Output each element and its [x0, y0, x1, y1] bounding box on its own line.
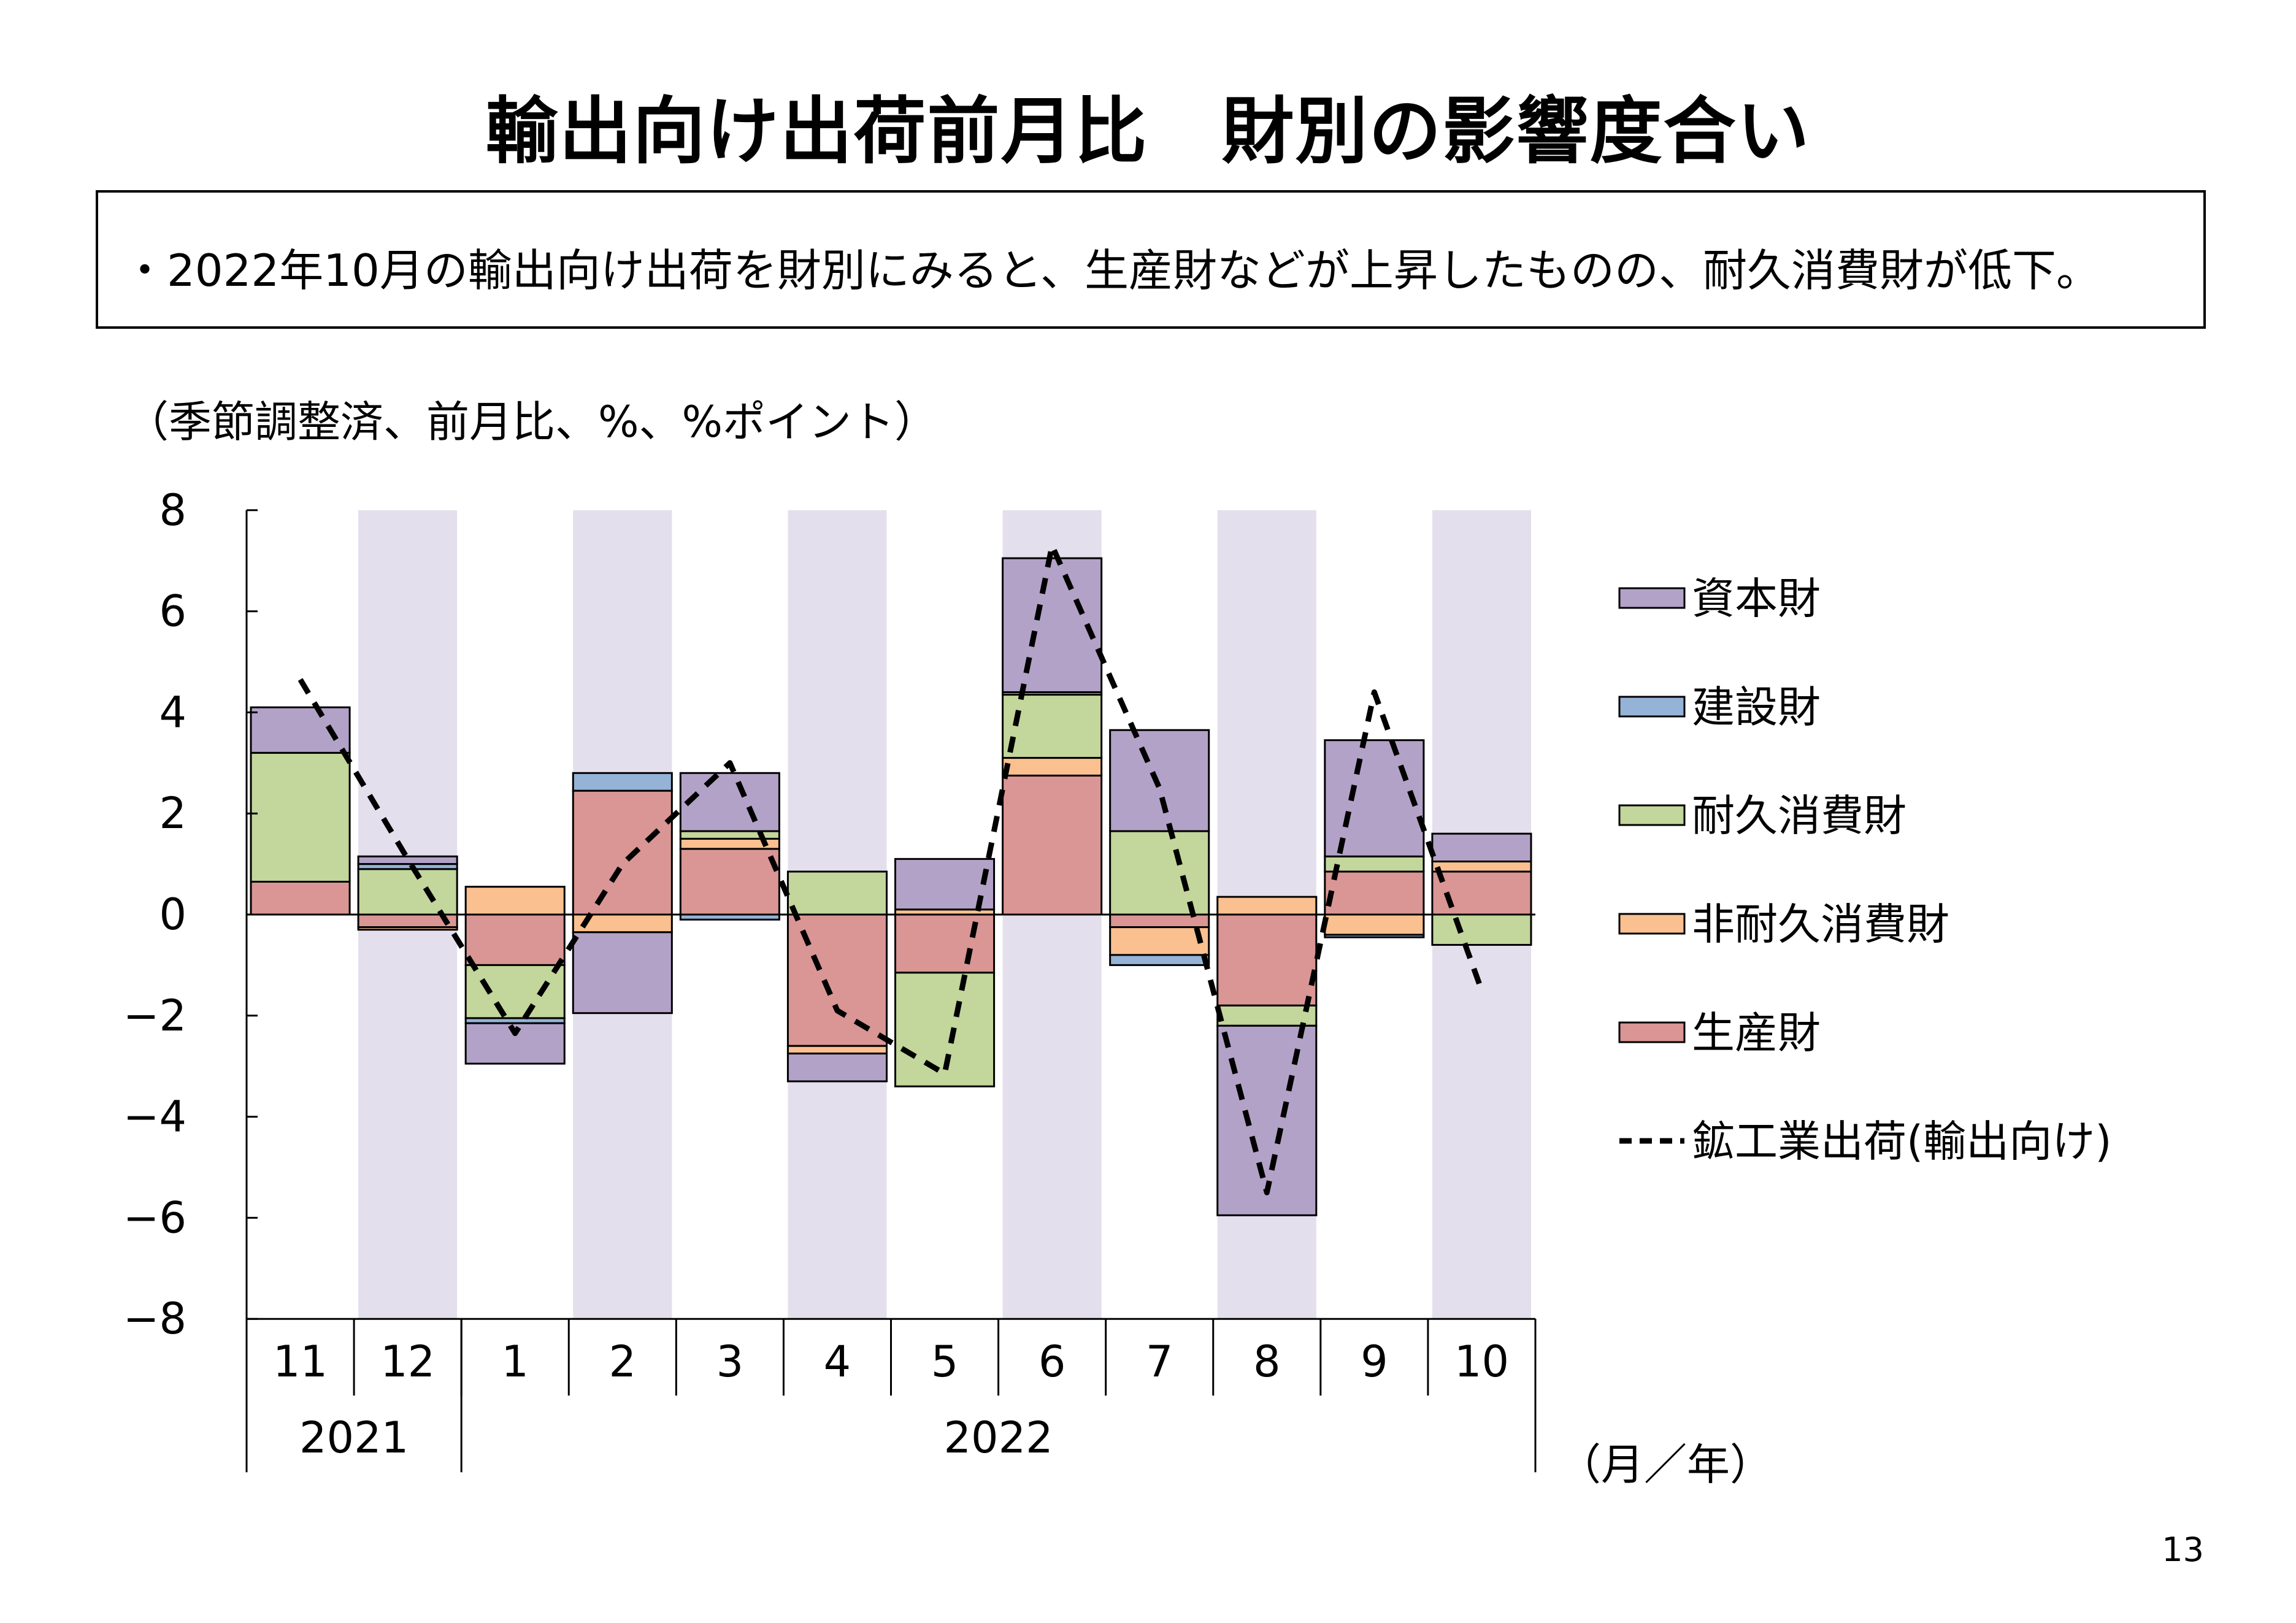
x-tick-label: 7 [1146, 1337, 1173, 1387]
x-tick-label: 3 [716, 1337, 744, 1387]
bar-durable-4 [786, 870, 888, 916]
y-tick-label: −8 [123, 1294, 186, 1344]
bar-durable-10 [1431, 913, 1532, 946]
bar-durable-1 [464, 964, 566, 1019]
x-tick-label: 6 [1039, 1337, 1066, 1387]
bar-nondurable-6 [1002, 757, 1103, 777]
y-tick-label: −6 [123, 1192, 186, 1243]
x-tick-label: 1 [501, 1337, 529, 1387]
bar-production-6 [1002, 774, 1103, 916]
bar-durable-12 [357, 868, 458, 916]
x-tick-label: 9 [1361, 1337, 1388, 1387]
summary-text: ・2022年10月の輸出向け出荷を財別にみると、生産財などが上昇したものの、耐久… [123, 245, 2100, 296]
bar-capital-10 [1431, 832, 1532, 862]
legend-swatch-capital [1618, 587, 1686, 609]
x-tick-label: 12 [380, 1337, 435, 1387]
legend-label-capital: 資本財 [1692, 574, 1821, 624]
x-tick-label: 4 [824, 1337, 851, 1387]
x-tick-label: 2 [609, 1337, 637, 1387]
page-number: 13 [2162, 1530, 2204, 1569]
line-series [298, 542, 1484, 1195]
bar-capital-11 [250, 706, 351, 754]
x-unit-label: （月／年） [1558, 1440, 1773, 1490]
y-tick-label: −4 [123, 1092, 186, 1142]
bar-durable-8 [1216, 1004, 1318, 1027]
legend-label-construction: 建設財 [1692, 682, 1821, 732]
legend-label-line: 鉱工業出荷(輸出向け) [1692, 1116, 2112, 1167]
legend-swatch-durable [1618, 804, 1686, 826]
bar-production-3 [679, 848, 780, 916]
bar-production-5 [894, 913, 996, 974]
bar-stacks [250, 557, 1532, 1216]
bar-nondurable-9 [1324, 913, 1425, 936]
year-label: 2021 [299, 1413, 409, 1463]
bar-nondurable-1 [464, 886, 566, 916]
x-tick-label: 8 [1253, 1337, 1281, 1387]
bar-capital-2 [572, 931, 673, 1015]
bar-capital-6 [1002, 557, 1103, 693]
bar-construction-7 [1109, 954, 1210, 966]
line-mining-shipments [298, 542, 1484, 1195]
bar-production-9 [1324, 870, 1425, 916]
legend-swatch-construction [1618, 696, 1686, 718]
legend-swatch-production [1618, 1021, 1686, 1043]
x-tick-label: 5 [931, 1337, 959, 1387]
bar-durable-11 [250, 751, 351, 883]
y-tick-label: 6 [159, 586, 186, 637]
x-tick-label: 11 [273, 1337, 328, 1387]
bar-production-11 [250, 880, 351, 916]
legend-label-durable: 耐久消費財 [1692, 791, 1906, 841]
bar-nondurable-4 [786, 1045, 888, 1055]
bar-production-1 [464, 913, 566, 966]
bar-nondurable-7 [1109, 926, 1210, 956]
bar-construction-2 [572, 772, 673, 792]
y-tick-label: 2 [159, 788, 186, 838]
y-tick-label: 8 [159, 485, 186, 535]
summary-box: ・2022年10月の輸出向け出荷を財別にみると、生産財などが上昇したものの、耐久… [96, 190, 2206, 329]
bar-capital-4 [786, 1053, 888, 1083]
y-tick-label: −2 [123, 991, 186, 1041]
bar-nondurable-10 [1431, 860, 1532, 873]
year-label: 2022 [944, 1413, 1053, 1463]
bar-durable-7 [1109, 830, 1210, 916]
bar-production-2 [572, 789, 673, 916]
legend-label-nondurable: 非耐久消費財 [1692, 899, 1949, 950]
bar-durable-9 [1324, 855, 1425, 873]
bar-capital-7 [1109, 729, 1210, 832]
bar-production-8 [1216, 913, 1318, 1007]
bar-nondurable-12 [357, 926, 458, 931]
y-tick-label: 0 [159, 889, 186, 940]
bar-nondurable-8 [1216, 896, 1318, 916]
y-tick-label: 4 [159, 687, 186, 737]
slide-title: 輸出向け出荷前月比 財別の影響度合い [485, 89, 1811, 174]
legend-label-production: 生産財 [1692, 1008, 1821, 1058]
bar-capital-3 [679, 772, 780, 832]
bar-capital-12 [357, 855, 458, 865]
legend-swatch-nondurable [1618, 913, 1686, 935]
unit-note: （季節調整済、前月比、%、%ポイント） [126, 397, 937, 447]
bar-construction-9 [1324, 934, 1425, 938]
bar-capital-9 [1324, 739, 1425, 858]
x-tick-label: 10 [1454, 1337, 1509, 1387]
bar-durable-6 [1002, 694, 1103, 759]
